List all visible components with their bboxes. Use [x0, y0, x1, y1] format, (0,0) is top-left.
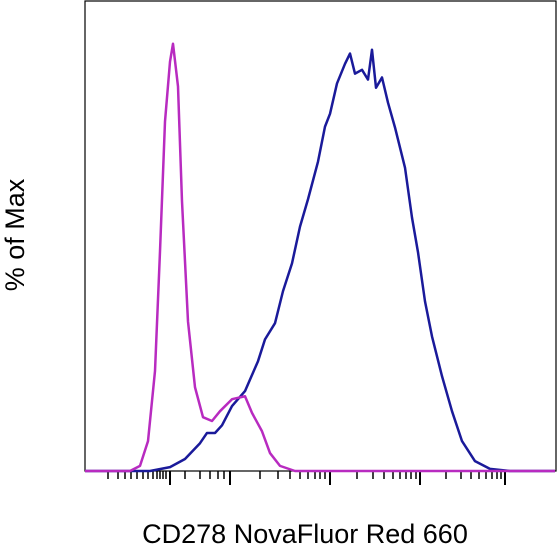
histogram-line: [85, 42, 555, 473]
y-axis-label: % of Max: [0, 178, 30, 291]
plot-frame: [84, 0, 557, 472]
histogram-line: [85, 48, 555, 473]
x-axis-label: CD278 NovaFluor Red 660: [142, 519, 468, 546]
